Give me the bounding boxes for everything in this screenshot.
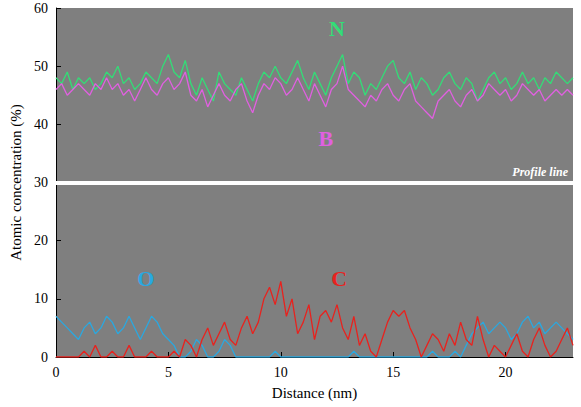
svg-text:40: 40 <box>34 117 48 132</box>
svg-text:B: B <box>318 126 333 151</box>
svg-text:0: 0 <box>53 365 60 380</box>
svg-text:N: N <box>329 16 345 41</box>
svg-text:Atomic concentration (%): Atomic concentration (%) <box>8 104 25 261</box>
svg-text:20: 20 <box>34 233 48 248</box>
svg-text:20: 20 <box>499 365 513 380</box>
svg-text:5: 5 <box>165 365 172 380</box>
svg-text:Profile line: Profile line <box>512 165 568 179</box>
svg-text:Distance (nm): Distance (nm) <box>272 385 357 402</box>
svg-text:30: 30 <box>34 175 48 190</box>
svg-text:10: 10 <box>34 291 48 306</box>
svg-text:0: 0 <box>41 350 48 365</box>
svg-text:15: 15 <box>386 365 400 380</box>
svg-text:C: C <box>331 266 347 291</box>
svg-text:O: O <box>137 266 154 291</box>
svg-text:60: 60 <box>34 1 48 16</box>
svg-text:10: 10 <box>274 365 288 380</box>
svg-text:50: 50 <box>34 59 48 74</box>
